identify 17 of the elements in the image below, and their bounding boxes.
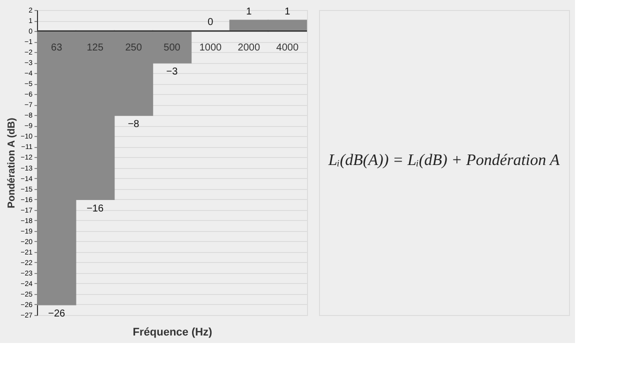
x-tick-label: 1000 [199, 42, 222, 54]
x-axis-title: Fréquence (Hz) [132, 326, 213, 338]
x-tick-label: 500 [164, 42, 181, 54]
text: Lᵢ(dB(A)) = Lᵢ(dB) + Pondération A [327, 152, 560, 169]
x-tick-label: 2000 [238, 42, 260, 54]
data-label: −8 [128, 119, 140, 130]
x-tick-label: 250 [125, 42, 142, 54]
data-label: 1 [284, 6, 291, 18]
x-tick-label: 63 [51, 42, 63, 54]
data-label: 1 [246, 6, 252, 18]
data-label: −16 [86, 203, 104, 214]
y-axis-title: Pondération A (dB) [6, 118, 18, 208]
data-label: −3 [166, 66, 178, 78]
x-tick-label: 4000 [276, 42, 299, 54]
x-tick-label: 125 [86, 42, 104, 54]
data-label: −26 [48, 308, 66, 320]
data-label: 0 [208, 17, 214, 28]
